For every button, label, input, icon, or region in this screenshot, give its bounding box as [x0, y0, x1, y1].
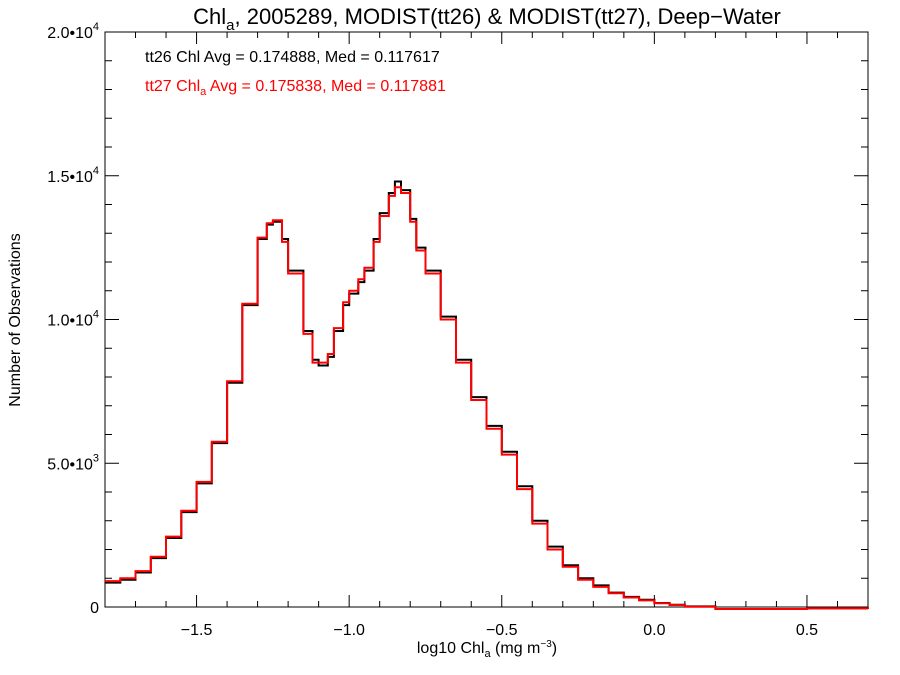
y-tick-label: 0	[90, 600, 99, 617]
x-axis-label: log10 Chla (mg m−3)	[417, 639, 557, 660]
y-tick-label: 5.0•103	[47, 452, 99, 473]
series-layer	[105, 180, 869, 610]
series-tt27-line	[105, 186, 869, 610]
series-tt26-line	[105, 180, 869, 610]
title-subscript: a	[226, 17, 235, 34]
xlabel-main: log10 Chl	[417, 640, 485, 657]
y-tick-label: 1.0•104	[47, 309, 99, 330]
annotation-tt26-post: Avg = 0.174888, Med = 0.117617	[200, 49, 440, 66]
chart-title: Chla, 2005289, MODIST(tt26) & MODIST(tt2…	[193, 4, 781, 34]
annotation-tt27-pre: tt27 Chl	[145, 78, 200, 95]
x-tick-label: −0.5	[486, 622, 518, 639]
x-tick-label: 0.5	[796, 622, 818, 639]
y-tick-labels: 0 5.0•103 1.0•104 1.5•104 2.0•104	[47, 21, 99, 617]
title-rest: , 2005289, MODIST(tt26) & MODIST(tt27), …	[235, 4, 781, 29]
xlabel-unit: (mg m	[491, 640, 541, 657]
annotation-tt26-pre: tt26 Chl	[145, 49, 200, 66]
x-tick-label: −1.0	[333, 622, 365, 639]
xlabel-subscript: a	[484, 648, 491, 660]
annotation-tt27-post: Avg = 0.175838, Med = 0.117881	[206, 78, 446, 95]
xlabel-superscript: −3	[540, 639, 552, 650]
annotation-tt27-subscript: a	[200, 86, 207, 98]
x-tick-label: −1.5	[181, 622, 213, 639]
annotation-tt26: tt26 Chl Avg = 0.174888, Med = 0.117617	[145, 49, 440, 66]
xlabel-end: )	[552, 640, 557, 657]
x-tick-labels: −1.5 −1.0 −0.5 0.0 0.5	[181, 622, 818, 639]
x-tick-label: 0.0	[643, 622, 665, 639]
annotation-tt27: tt27 Chla Avg = 0.175838, Med = 0.117881	[145, 78, 446, 98]
plot-frame	[104, 31, 869, 608]
y-tick-label: 1.5•104	[47, 165, 99, 186]
axis-ticks	[104, 31, 869, 608]
title-main: Chl	[193, 4, 226, 29]
y-tick-label: 2.0•104	[47, 21, 99, 42]
y-axis-label: Number of Observations	[7, 233, 24, 406]
